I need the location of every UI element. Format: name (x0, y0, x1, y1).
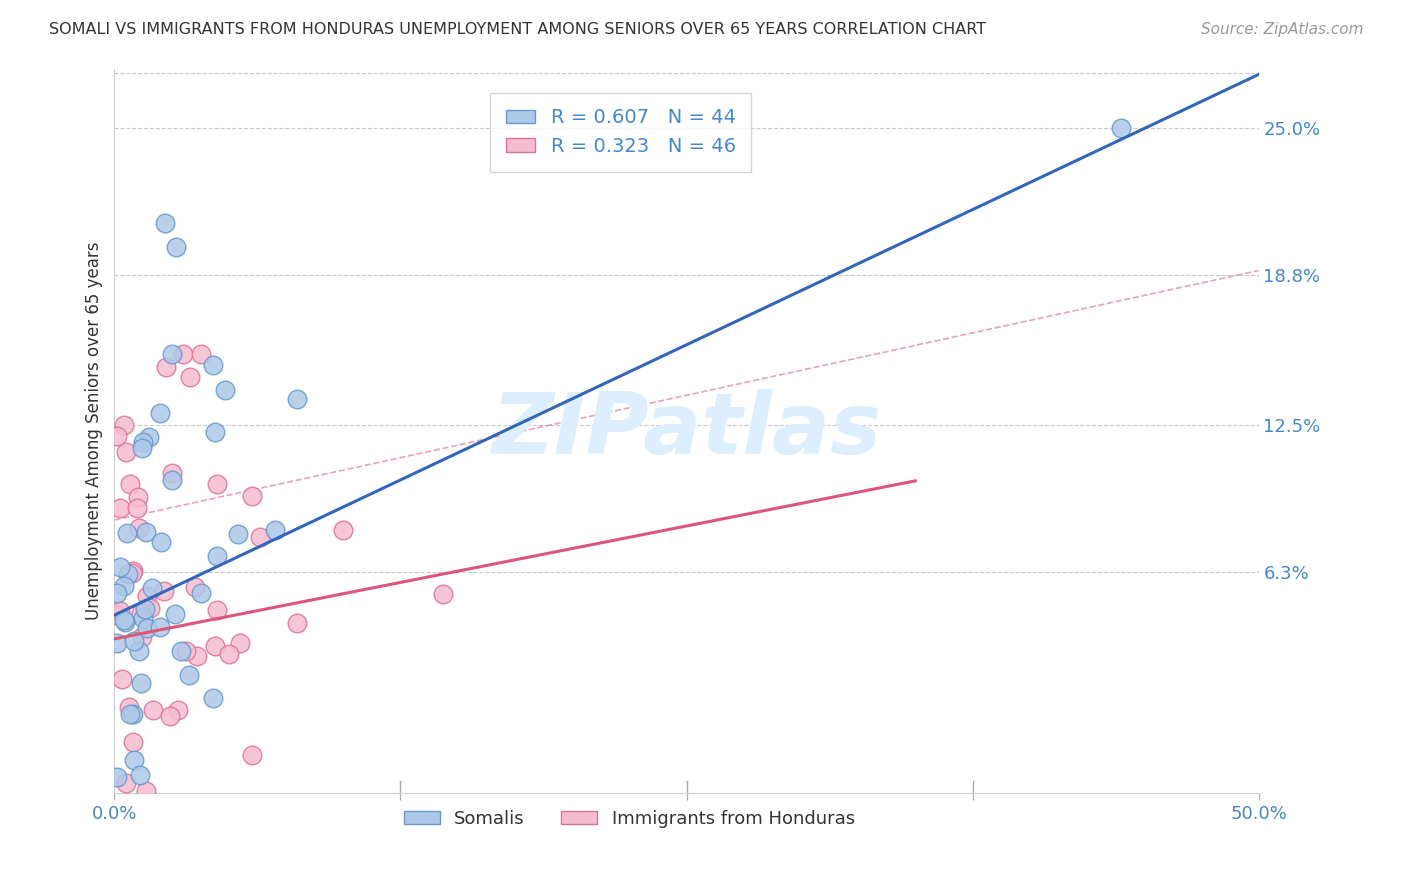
Point (121, 564, 143, 578)
Point (152, 584, 174, 599)
Point (202, 359, 225, 373)
Point (105, 770, 128, 784)
Point (190, 347, 212, 361)
Point (129, 676, 152, 690)
Point (134, 602, 156, 616)
Point (136, 621, 159, 635)
Point (117, 526, 139, 541)
Point (159, 709, 181, 723)
Point (202, 691, 225, 706)
Point (122, 633, 145, 648)
Point (105, 585, 128, 599)
Point (129, 606, 152, 620)
Point (160, 347, 183, 361)
Point (128, 521, 150, 535)
Point (149, 620, 172, 634)
Point (138, 430, 160, 444)
Point (121, 735, 143, 749)
Point (190, 586, 212, 600)
Point (110, 500, 132, 515)
Point (118, 707, 141, 722)
Point (207, 549, 229, 563)
Point (129, 768, 152, 782)
Point (122, 753, 145, 767)
Point (160, 474, 183, 488)
Point (172, 347, 194, 361)
Point (135, 524, 157, 539)
Point (150, 534, 173, 549)
Point (207, 602, 229, 616)
Point (332, 523, 354, 537)
Point (114, 776, 136, 790)
Point (204, 639, 226, 653)
Point (287, 615, 309, 630)
Point (287, 392, 309, 406)
Point (111, 672, 134, 686)
Point (112, 418, 135, 433)
Point (240, 489, 263, 503)
Point (249, 530, 271, 544)
Point (141, 581, 163, 595)
Point (127, 500, 149, 515)
Point (163, 607, 186, 621)
Point (207, 477, 229, 491)
Point (121, 566, 143, 580)
Point (114, 615, 136, 629)
Text: Source: ZipAtlas.com: Source: ZipAtlas.com (1201, 22, 1364, 37)
Point (149, 406, 172, 420)
Point (183, 580, 205, 594)
Point (112, 579, 135, 593)
Point (117, 566, 139, 581)
Point (263, 523, 285, 537)
Point (110, 560, 132, 574)
Point (131, 442, 153, 456)
Text: SOMALI VS IMMIGRANTS FROM HONDURAS UNEMPLOYMENT AMONG SENIORS OVER 65 YEARS CORR: SOMALI VS IMMIGRANTS FROM HONDURAS UNEMP… (49, 22, 987, 37)
Point (122, 706, 145, 721)
Point (229, 636, 252, 650)
Point (226, 527, 249, 541)
Point (135, 784, 157, 798)
Point (204, 425, 226, 439)
Point (1111, 120, 1133, 135)
Point (127, 490, 149, 504)
Point (118, 477, 141, 491)
Point (132, 611, 155, 625)
Point (115, 444, 138, 458)
Point (240, 747, 263, 762)
Point (135, 589, 157, 603)
Point (155, 360, 177, 375)
Legend: Somalis, Immigrants from Honduras: Somalis, Immigrants from Honduras (396, 803, 862, 835)
Point (214, 384, 236, 398)
Point (153, 216, 176, 230)
Point (179, 370, 201, 384)
Point (105, 607, 128, 622)
Point (139, 601, 162, 615)
Y-axis label: Unemployment Among Seniors over 65 years: Unemployment Among Seniors over 65 years (86, 242, 103, 620)
Point (128, 644, 150, 658)
Point (105, 429, 128, 443)
Point (107, 636, 129, 650)
Point (142, 810, 165, 824)
Point (160, 466, 183, 480)
Point (179, 667, 201, 681)
Point (110, 604, 132, 618)
Point (176, 644, 198, 658)
Point (218, 647, 240, 661)
Point (167, 703, 190, 717)
Point (165, 240, 187, 254)
Point (132, 435, 155, 450)
Point (186, 648, 208, 663)
Point (112, 613, 135, 627)
Point (118, 700, 141, 714)
Point (432, 587, 454, 601)
Point (170, 644, 193, 658)
Point (142, 703, 165, 717)
Text: ZIPatlas: ZIPatlas (491, 390, 882, 473)
Point (131, 631, 153, 645)
